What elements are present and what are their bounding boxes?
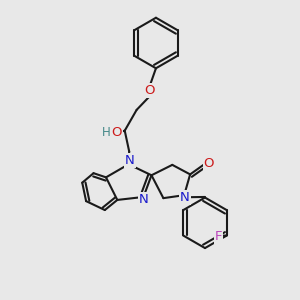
Text: O: O xyxy=(204,157,214,169)
Text: N: N xyxy=(180,191,190,204)
Text: F: F xyxy=(215,230,222,242)
Text: N: N xyxy=(125,154,135,166)
Text: N: N xyxy=(139,194,149,206)
Text: O: O xyxy=(145,84,155,97)
Text: O: O xyxy=(111,126,122,139)
Text: H: H xyxy=(102,126,111,139)
